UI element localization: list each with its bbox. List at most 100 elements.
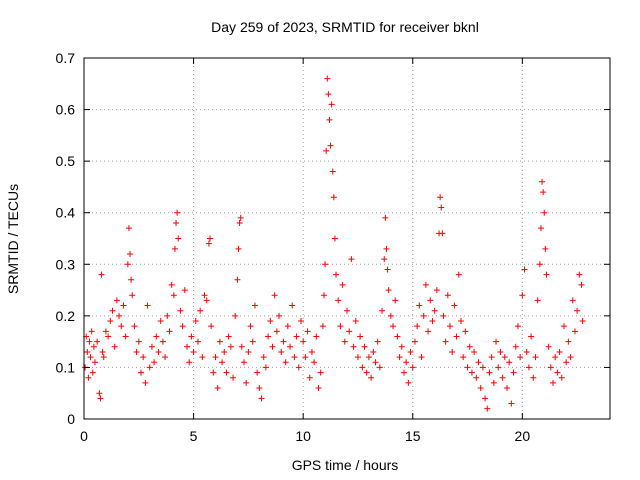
data-point [539,178,546,185]
data-point [407,348,414,355]
data-point [170,292,177,299]
data-point [484,405,491,412]
data-point [422,281,429,288]
data-point [381,256,388,263]
data-point [148,343,155,350]
data-point [197,307,204,314]
data-point [245,348,252,355]
data-point [519,292,526,299]
data-point [499,374,506,381]
data-point [129,292,136,299]
data-point [569,297,576,304]
data-point [403,359,410,366]
data-point [97,395,104,402]
data-point [440,312,447,319]
data-point [350,343,357,350]
data-point [262,364,269,371]
data-point [383,245,390,252]
data-point [84,348,91,355]
data-point [186,359,193,366]
data-point [247,323,254,330]
data-point [420,312,427,319]
data-point [146,364,153,371]
data-point [87,354,94,361]
data-point [339,281,346,288]
data-point [265,333,272,340]
data-point [89,369,96,376]
data-point [579,318,586,325]
data-point [530,374,537,381]
data-point [111,343,118,350]
data-point [249,338,256,345]
data-point [223,369,230,376]
data-point [329,168,336,175]
data-point [142,379,149,386]
data-point [304,328,311,335]
data-point [325,91,332,98]
data-point [125,225,132,232]
data-point [276,312,283,319]
data-point [376,364,383,371]
data-point [394,333,401,340]
data-point [521,266,528,273]
data-point [131,323,138,330]
y-axis-ticks: 0 0.1 0.2 0.3 0.4 0.5 0.6 0.7 [56,50,610,427]
chart-title: Day 259 of 2023, SRMTID for receiver bkn… [211,19,479,35]
data-point [490,379,497,386]
data-point [99,348,106,355]
data-point [335,297,342,304]
x-tick-label: 15 [405,428,421,444]
data-point [219,359,226,366]
data-point [280,338,287,345]
data-point [348,256,355,263]
data-point [168,281,175,288]
data-point [225,333,232,340]
data-point [212,354,219,361]
data-point [302,354,309,361]
data-point [164,312,171,319]
data-point [135,338,142,345]
data-point [319,323,326,330]
data-point [532,354,539,361]
y-axis-label: SRMTID / TECUs [5,184,21,294]
data-point [361,343,368,350]
data-point [326,116,333,123]
data-point [122,333,129,340]
data-point [501,354,508,361]
data-point [462,328,469,335]
data-point [157,318,164,325]
data-point [124,261,131,268]
data-point [464,364,471,371]
data-point [237,214,244,221]
data-point [439,230,446,237]
data-point [344,307,350,314]
data-point [98,271,105,278]
data-point [455,271,462,278]
data-point [396,354,403,361]
data-point [260,354,267,361]
data-point [320,292,327,299]
y-tick-label: 0.4 [56,205,76,221]
data-point [271,292,278,299]
data-point [337,323,344,330]
data-point [385,287,392,294]
data-point [414,323,421,330]
data-point [330,194,337,201]
data-point [486,369,493,376]
data-point [133,348,140,355]
data-point [457,318,464,325]
data-point [525,364,532,371]
data-point [267,318,274,325]
data-point [284,323,291,330]
data-point [382,214,389,221]
data-point [199,354,206,361]
data-point [230,374,237,381]
data-point [466,343,473,350]
data-point [354,354,361,361]
data-point [565,338,572,345]
data-point [550,379,557,386]
data-point [137,369,144,376]
data-point [429,318,436,325]
data-point [254,369,261,376]
data-point [578,281,585,288]
